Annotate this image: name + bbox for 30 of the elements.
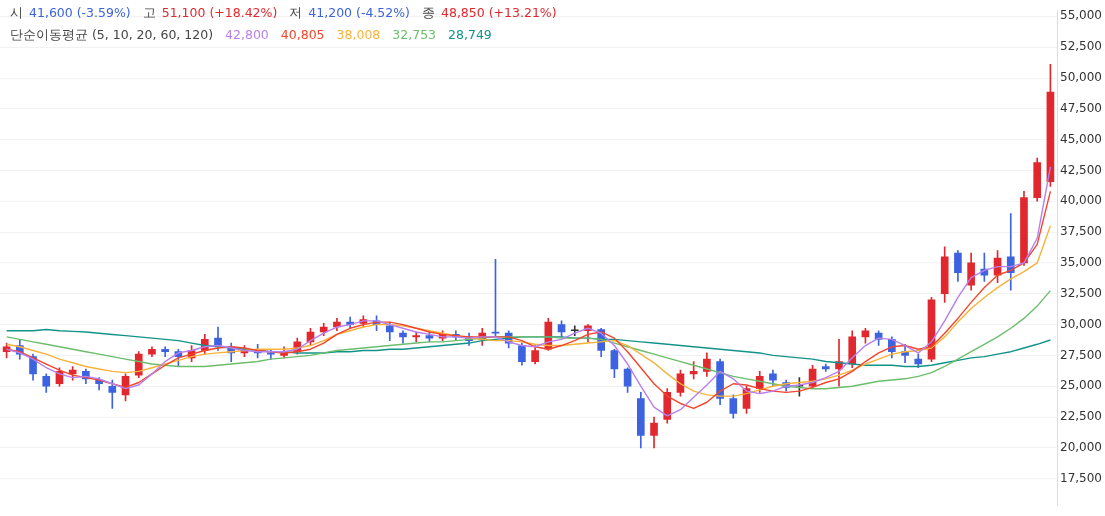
y-tick-label: 52,500 — [1060, 39, 1103, 54]
annotation: 51,100 (+18.42%) — [161, 5, 278, 20]
annotation: 32,753 — [392, 27, 437, 42]
y-tick-label: 50,000 — [1060, 70, 1103, 85]
y-tick-label: 55,000 — [1060, 8, 1103, 23]
y-tick-label: 27,500 — [1060, 347, 1103, 362]
annotation: 42,800 — [225, 27, 269, 42]
annotation: 단순이동평균 (5, 10, 20, 60, 120) — [10, 27, 214, 42]
annotation: 시 — [10, 5, 23, 20]
y-tick-label: 47,500 — [1060, 100, 1103, 115]
y-tick-label: 25,000 — [1060, 378, 1103, 393]
y-tick-label: 22,500 — [1060, 409, 1103, 424]
y-tick-label: 35,000 — [1060, 255, 1103, 270]
y-tick-label: 20,000 — [1060, 439, 1103, 454]
annotation: 38,008 — [336, 27, 381, 42]
annotation: 종 — [421, 5, 435, 20]
y-tick-label: 40,000 — [1060, 193, 1103, 208]
annotation: 40,805 — [280, 27, 325, 42]
y-tick-label: 30,000 — [1060, 316, 1103, 331]
y-tick-label: 45,000 — [1060, 131, 1103, 146]
annotation: 48,850 (+13.21%) — [440, 5, 557, 20]
annotation: 41,200 (-4.52%) — [308, 5, 410, 20]
y-tick-label: 42,500 — [1060, 162, 1103, 177]
y-tick-label: 37,500 — [1060, 224, 1103, 239]
annotation: 고 — [142, 5, 156, 20]
y-tick-label: 32,500 — [1060, 285, 1103, 300]
annotation: 41,600 (-3.59%) — [29, 5, 131, 20]
annotation: 저 — [289, 5, 303, 20]
y-tick-label: 17,500 — [1060, 470, 1103, 485]
annotation: 28,749 — [448, 27, 492, 42]
